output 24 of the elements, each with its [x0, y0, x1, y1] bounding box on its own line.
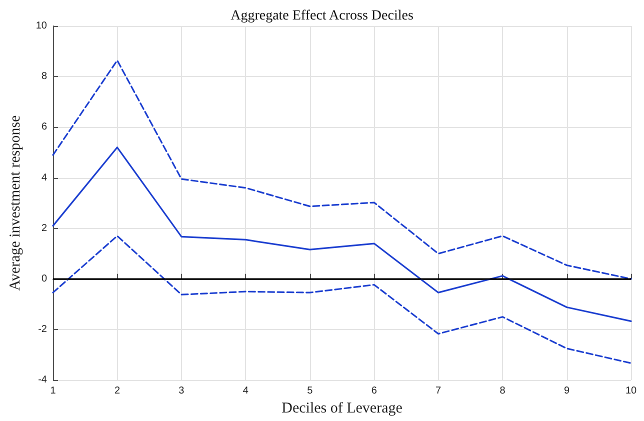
chart-title: Aggregate Effect Across Deciles	[230, 8, 414, 24]
y-tick-label: 6	[41, 122, 48, 133]
y-tick-label: 10	[36, 20, 48, 32]
x-tick-label: 2	[114, 386, 120, 397]
x-tick-label: 6	[371, 386, 378, 397]
line-series	[52, 60, 632, 280]
y-tick-label: 4	[41, 172, 48, 184]
x-axis-title: Deciles of Leverage	[282, 400, 403, 416]
x-tick-label: 4	[242, 386, 249, 397]
x-tick-label: 10	[625, 386, 637, 397]
line-series	[52, 235, 632, 364]
x-tick-label: 7	[436, 386, 442, 397]
y-tick-label: 0	[41, 273, 48, 284]
x-tick-label: 8	[500, 386, 506, 397]
x-tick-label: 9	[564, 386, 570, 397]
y-tick-label: -2	[38, 324, 48, 336]
x-tick-label: 1	[50, 386, 56, 397]
x-tick-label: 3	[178, 386, 185, 397]
line-series	[52, 146, 632, 322]
y-tick-label: -4	[38, 374, 48, 386]
y-tick-label: 8	[41, 71, 48, 82]
y-axis-title: Average investment response	[8, 114, 24, 291]
y-tick-label: 2	[41, 222, 48, 234]
x-tick-label: 5	[307, 386, 314, 397]
